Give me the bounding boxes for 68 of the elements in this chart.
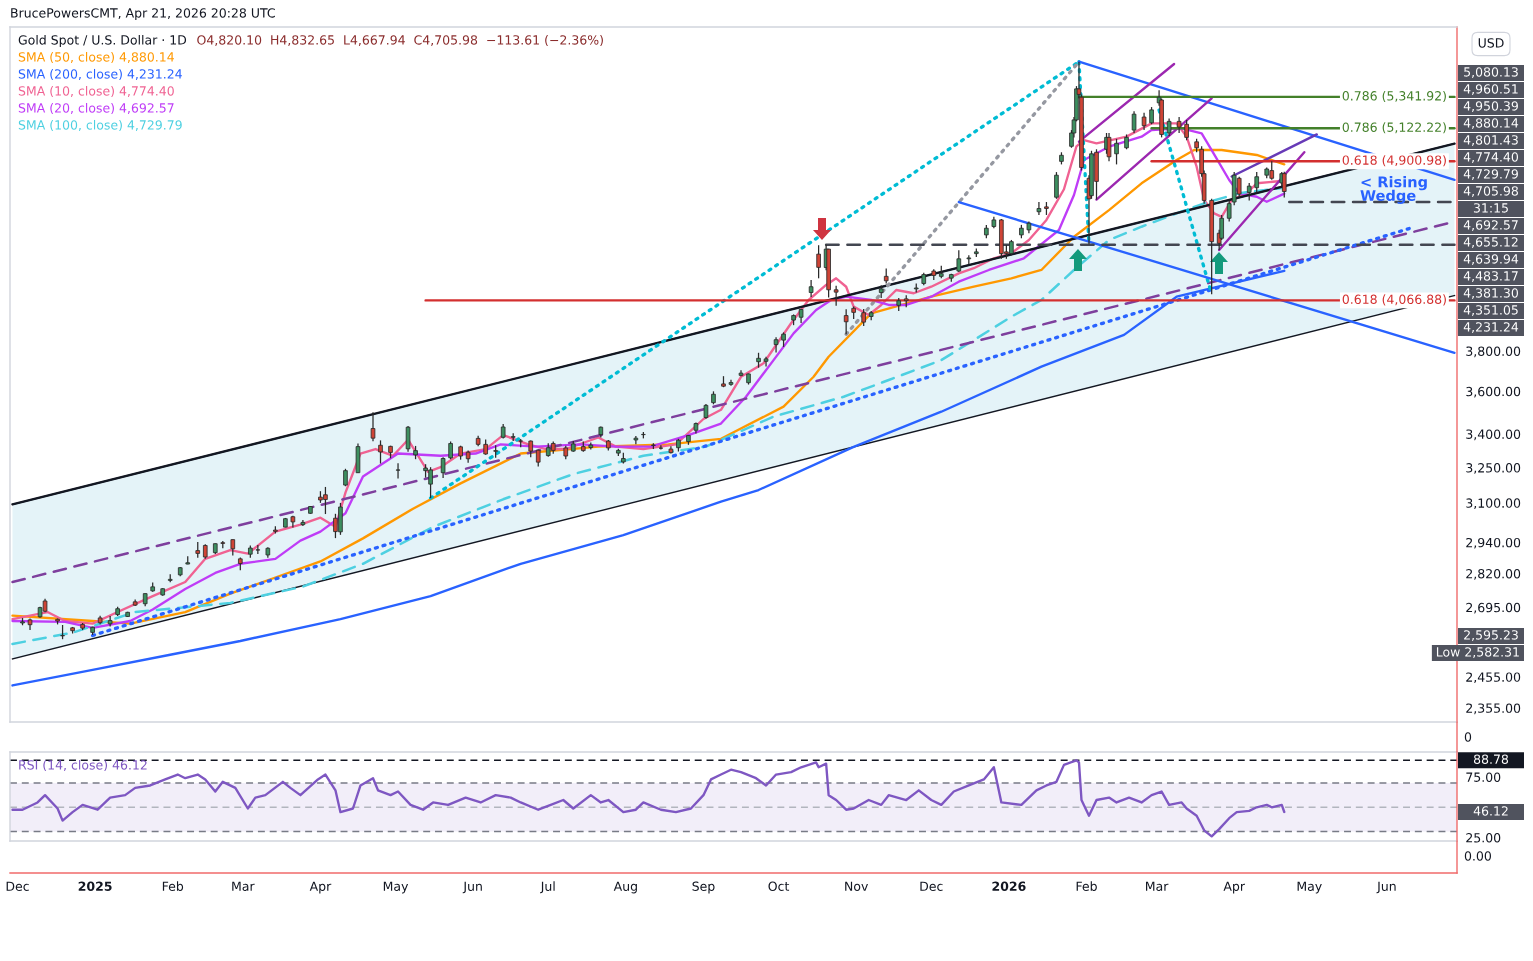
- y-axis-title: USD: [1478, 38, 1504, 48]
- ref-line-label: 88.78: [1473, 754, 1509, 764]
- text: 4,729.79: [1463, 169, 1518, 180]
- text: 2,595.23: [1464, 630, 1518, 641]
- y-tick-label: 3,800.00: [1466, 346, 1521, 358]
- annotation: < Rising Wedge: [1360, 176, 1427, 204]
- text: 4,960.51: [1463, 84, 1518, 95]
- x-tick-label: Sep: [692, 881, 715, 894]
- x-tick-label: May: [383, 881, 409, 894]
- text: Gold Spot / U.S. Dollar · 1D: [18, 34, 187, 48]
- x-tick-label: 2025: [78, 881, 112, 891]
- text: SMA (100, close) 4,729.79: [18, 119, 182, 132]
- y-tick-label: 2,355.00: [1466, 703, 1521, 715]
- x-tick-label: Mar: [232, 881, 255, 891]
- y-tick-label: 2,820.00: [1466, 568, 1521, 580]
- text: 4,655.12: [1463, 237, 1518, 248]
- x-tick-label: Oct: [768, 881, 790, 891]
- y-tick-label: 2,940.00: [1466, 537, 1521, 549]
- text: BrucePowersCMT, Apr 21, 2026 20:28 UTC: [11, 8, 275, 21]
- x-tick-label: Aug: [613, 881, 637, 894]
- x-tick-label: Jul: [540, 881, 555, 894]
- text: 4,880.14: [1463, 118, 1519, 129]
- text: 5,080.13: [1464, 67, 1518, 78]
- x-tick-label: Dec: [920, 881, 943, 891]
- text: 4,950.39: [1463, 101, 1518, 112]
- text: SMA (50, close) 4,880.14: [18, 51, 174, 64]
- text: 0: [1464, 732, 1472, 742]
- y-tick-label: 3,400.00: [1466, 429, 1521, 441]
- y-tick-label: 75.00: [1466, 772, 1501, 782]
- x-tick-label: Dec: [6, 881, 29, 891]
- y-tick-label: 2,455.00: [1466, 672, 1521, 684]
- text: SMA (200, close) 4,231.24: [18, 68, 182, 81]
- text: 0.00: [1464, 851, 1491, 861]
- y-tick-label: 3,600.00: [1466, 386, 1521, 398]
- series-label: 0.618 (4,066.88): [1342, 294, 1446, 306]
- text: 4,483.17: [1463, 271, 1518, 282]
- x-tick-label: Apr: [1223, 881, 1245, 894]
- text: 31:15: [1473, 203, 1508, 213]
- annotation: Low 2,582.31: [1436, 647, 1519, 658]
- x-tick-label: May: [1297, 881, 1322, 894]
- text: 4,705.98: [1463, 186, 1518, 197]
- y-tick-label: 25.00: [1466, 833, 1501, 843]
- series-label: 0.786 (5,341.92): [1342, 90, 1446, 103]
- x-tick-label: Nov: [845, 881, 868, 891]
- text: SMA (10, close) 4,774.40: [18, 85, 174, 98]
- text: 4,692.57: [1463, 220, 1518, 231]
- text: 4,801.43: [1463, 135, 1518, 146]
- text: 4,231.24: [1463, 322, 1519, 333]
- x-tick-label: Jun: [1376, 881, 1396, 894]
- text: O4,820.10 H4,832.65 L4,667.94 C4,705.98 −113.61 (−2.36%): [197, 34, 603, 47]
- x-tick-label: Feb: [162, 881, 184, 891]
- x-tick-label: 2026: [992, 881, 1026, 891]
- y-tick-label: 3,250.00: [1466, 463, 1521, 474]
- x-tick-label: Apr: [309, 881, 332, 894]
- y-tick-label: 3,100.00: [1466, 498, 1521, 510]
- y-tick-label: 2,695.00: [1466, 602, 1521, 614]
- series-label: 0.786 (5,122.22): [1342, 122, 1446, 134]
- x-tick-label: Jun: [462, 881, 482, 894]
- text: SMA (20, close) 4,692.57: [18, 102, 174, 115]
- series-label: 0.618 (4,900.98): [1342, 155, 1446, 167]
- text: 4,774.40: [1463, 152, 1518, 163]
- x-tick-label: Mar: [1146, 881, 1169, 891]
- text: 46.12: [1473, 806, 1508, 816]
- text: 4,351.05: [1463, 305, 1518, 316]
- text: 4,639.94: [1463, 254, 1519, 265]
- text: 4,381.30: [1463, 288, 1518, 299]
- series-label: RSI (14, close) 46.12: [19, 759, 147, 772]
- x-tick-label: Feb: [1076, 881, 1097, 891]
